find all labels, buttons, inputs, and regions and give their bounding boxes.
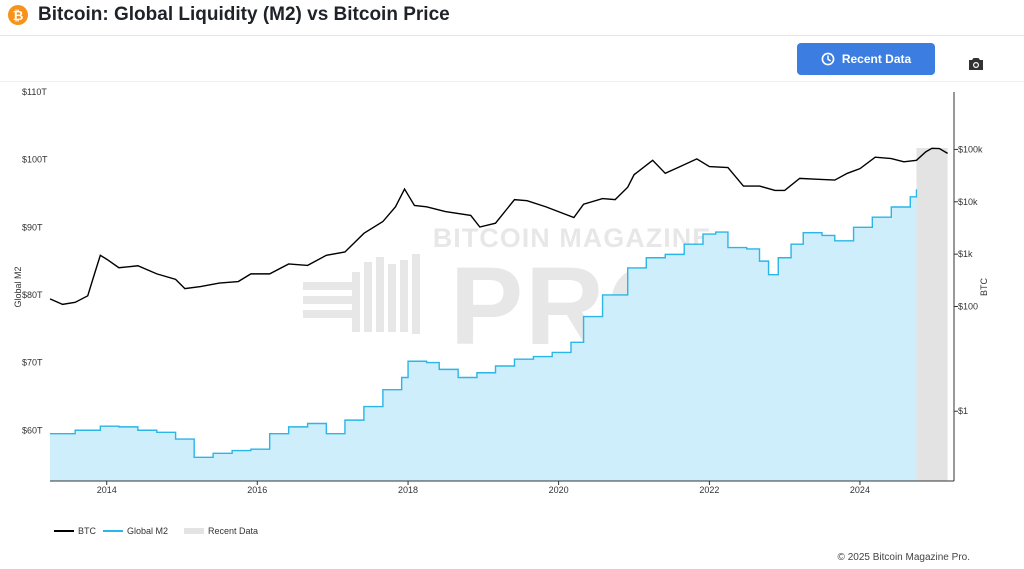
- legend-item-recent-data[interactable]: Recent Data: [184, 526, 258, 536]
- left-axis-title: Global M2: [13, 266, 23, 307]
- chart-toolbar: Recent Data: [0, 36, 1024, 82]
- right-axis-tick-label: $1k: [958, 249, 973, 259]
- copyright-text: © 2025 Bitcoin Magazine Pro.: [837, 552, 970, 563]
- x-axis-ticks: 2014 2016 2018 2020 2022 2024: [97, 481, 870, 495]
- left-axis-tick-label: $70T: [22, 358, 43, 368]
- recent-data-button-label: Recent Data: [841, 52, 912, 66]
- right-axis-tick-label: $10k: [958, 197, 978, 207]
- header-bar: ₿ Bitcoin: Global Liquidity (M2) vs Bitc…: [0, 0, 1024, 36]
- x-axis-tick-label: 2018: [398, 485, 418, 495]
- legend-item-btc[interactable]: BTC: [54, 526, 97, 536]
- x-axis-tick-label: 2014: [97, 485, 117, 495]
- x-axis-tick-label: 2020: [549, 485, 569, 495]
- x-axis-tick-label: 2022: [699, 485, 719, 495]
- left-axis-ticks: $60T $70T $80T $90T $100T $110T: [22, 87, 48, 435]
- left-axis-tick-label: $60T: [22, 425, 43, 435]
- recent-data-band: [916, 148, 948, 481]
- x-axis-tick-label: 2016: [247, 485, 267, 495]
- global-m2-series-line: [50, 189, 918, 459]
- right-axis-ticks: $1 $100 $1k $10k $100k: [954, 144, 983, 416]
- right-axis-tick-label: $100k: [958, 144, 983, 154]
- right-axis-tick-label: $1: [958, 406, 968, 416]
- bitcoin-logo-icon: ₿: [8, 5, 28, 25]
- global-m2-area: [50, 189, 917, 481]
- page-title: Bitcoin: Global Liquidity (M2) vs Bitcoi…: [38, 4, 450, 25]
- left-axis-tick-label: $110T: [22, 87, 47, 97]
- left-axis-tick-label: $80T: [22, 290, 43, 300]
- right-axis-tick-label: $100: [958, 302, 978, 312]
- btc-series-line: [49, 147, 948, 306]
- left-axis-tick-label: $90T: [22, 222, 43, 232]
- camera-icon[interactable]: [967, 56, 985, 72]
- left-axis-tick-label: $100T: [22, 155, 48, 165]
- right-axis-title: BTC: [979, 277, 989, 296]
- legend-global-m2-label: Global M2: [127, 526, 168, 536]
- recent-data-button[interactable]: Recent Data: [797, 43, 935, 75]
- legend-btc-label: BTC: [78, 526, 97, 536]
- chart-area: BITCOIN MAGAZINE PRO $60T$70T$80T$90T$10…: [13, 87, 989, 536]
- clock-icon: [821, 52, 835, 66]
- legend-recent-data-label: Recent Data: [208, 526, 258, 536]
- legend: BTC Global M2 Recent Data: [54, 526, 258, 536]
- svg-text:BITCOIN MAGAZINE: BITCOIN MAGAZINE: [433, 223, 712, 253]
- x-axis-tick-label: 2024: [850, 485, 870, 495]
- legend-item-global-m2[interactable]: Global M2: [103, 526, 168, 536]
